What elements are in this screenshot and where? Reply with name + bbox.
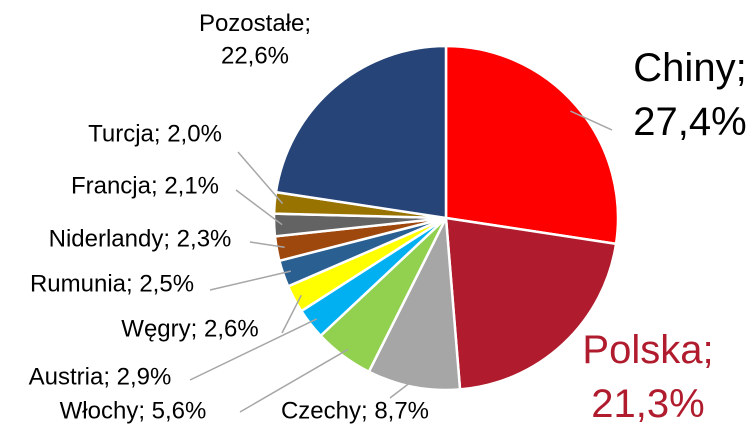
leader-line bbox=[389, 378, 416, 399]
label-line: 27,4% bbox=[633, 100, 746, 144]
label-line: Pozostałe; bbox=[199, 10, 311, 37]
data-label: Francja; 2,1% bbox=[71, 172, 219, 199]
data-label: Włochy; 5,6% bbox=[60, 397, 207, 424]
pie-slice bbox=[367, 213, 462, 392]
data-label: Rumunia; 2,5% bbox=[30, 270, 194, 297]
leader-line bbox=[239, 348, 349, 413]
pie-slice bbox=[444, 216, 618, 391]
data-label: Pozostałe; 22,6% bbox=[199, 10, 311, 69]
leader-line bbox=[235, 189, 283, 226]
label-line: Chiny; bbox=[633, 46, 746, 90]
leader-line bbox=[237, 151, 284, 205]
data-label: Austria; 2,9% bbox=[29, 363, 172, 390]
leader-line bbox=[570, 110, 613, 131]
leader-line bbox=[189, 318, 318, 381]
data-label: Turcja; 2,0% bbox=[88, 120, 222, 147]
data-label: Niderlandy; 2,3% bbox=[49, 225, 232, 252]
label-line: 22,6% bbox=[221, 43, 289, 70]
data-label: Polska; 21,3% bbox=[582, 328, 713, 426]
label-line: Polska; bbox=[582, 328, 713, 372]
leader-line bbox=[209, 270, 292, 291]
leader-line bbox=[281, 294, 302, 334]
data-label: Czechy; 8,7% bbox=[281, 397, 429, 424]
data-label: Chiny; 27,4% bbox=[633, 46, 746, 144]
leader-line bbox=[249, 241, 285, 248]
label-line: 21,3% bbox=[591, 382, 704, 426]
data-label: Węgry; 2,6% bbox=[121, 315, 258, 342]
pie-slice bbox=[274, 44, 448, 220]
pie-slice bbox=[444, 44, 620, 246]
